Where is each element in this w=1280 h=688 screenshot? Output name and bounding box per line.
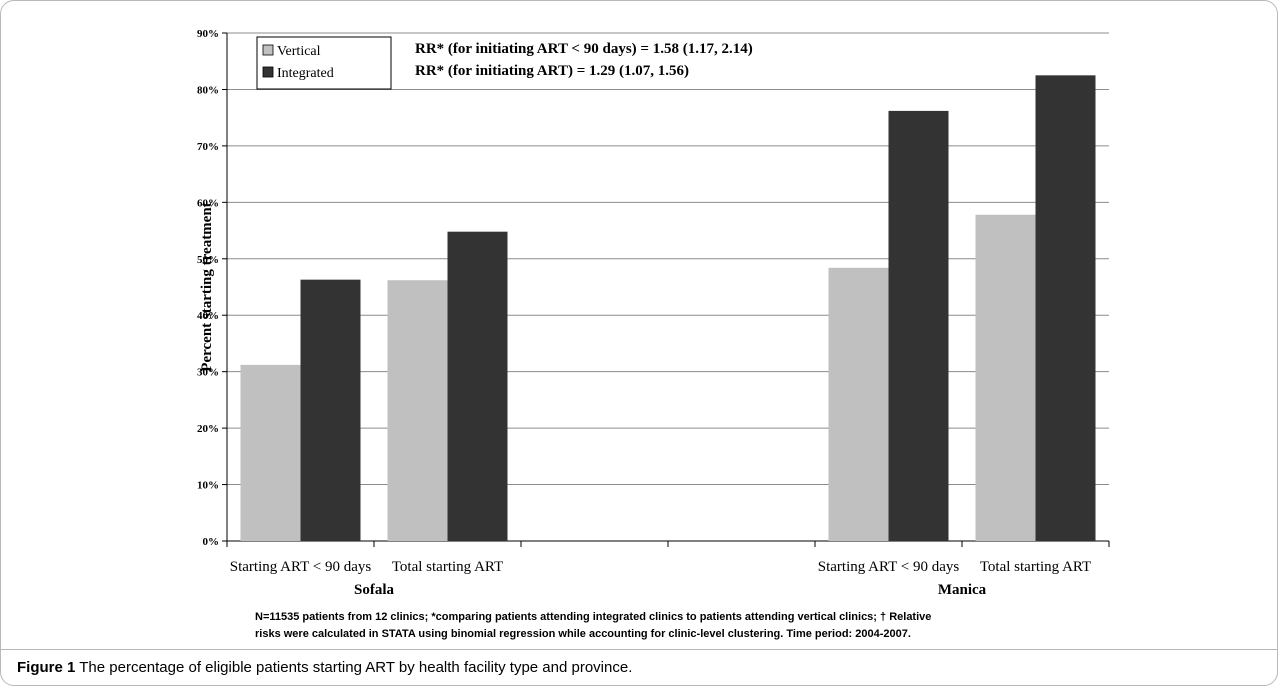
x-category-label: Total starting ART xyxy=(980,559,1091,575)
y-tick-label: 20% xyxy=(197,423,219,435)
y-tick-label: 60% xyxy=(197,197,219,209)
y-tick-label: 90% xyxy=(197,28,219,40)
caption-text: The percentage of eligible patients star… xyxy=(75,659,633,676)
legend-swatch-integrated xyxy=(262,66,274,78)
x-category-label: Total starting ART xyxy=(392,559,503,575)
bar-vertical xyxy=(387,280,448,541)
rr-annotation: RR* (for initiating ART) = 1.29 (1.07, 1… xyxy=(415,63,689,79)
legend-swatch-vertical xyxy=(262,44,274,56)
legend-box xyxy=(256,36,392,90)
y-tick-label: 80% xyxy=(197,84,219,96)
y-tick-label: 70% xyxy=(197,141,219,153)
y-tick-label: 0% xyxy=(203,536,220,548)
figure-footnote: N=11535 patients from 12 clinics; *compa… xyxy=(255,609,1155,643)
y-axis-label: Percent starting treatment xyxy=(199,202,215,371)
bar-vertical xyxy=(828,267,889,541)
figure-caption: Figure 1 The percentage of eligible pati… xyxy=(1,649,1277,685)
bar-chart: 0% 10% 20% 30% 40% 50% 60% 70% 80% 90% Starting AR… xyxy=(197,28,1110,598)
x-category-label: Starting ART < 90 days xyxy=(230,559,372,575)
bar-integrated xyxy=(447,231,508,541)
legend-label-integrated: Integrated xyxy=(277,66,334,81)
y-tick-label: 50% xyxy=(197,254,219,266)
footnote-line-2: risks were calculated in STATA using bin… xyxy=(255,628,911,640)
footnote-line-1: N=11535 patients from 12 clinics; *compa… xyxy=(255,611,932,623)
bar-integrated xyxy=(888,110,949,541)
x-category-label: Starting ART < 90 days xyxy=(818,559,960,575)
bar-vertical xyxy=(975,214,1036,542)
caption-label: Figure 1 xyxy=(17,659,76,676)
y-tick-label: 10% xyxy=(197,480,219,492)
x-group-label: Manica xyxy=(938,582,987,598)
legend-label-vertical: Vertical xyxy=(277,44,321,59)
x-group-label: Sofala xyxy=(354,582,395,598)
rr-annotation: RR* (for initiating ART < 90 days) = 1.5… xyxy=(415,41,753,57)
bar-integrated xyxy=(1035,75,1096,541)
y-tick-label: 40% xyxy=(197,310,219,322)
bar-integrated xyxy=(300,279,361,541)
y-tick-label: 30% xyxy=(197,367,219,379)
bar-vertical xyxy=(240,364,301,541)
